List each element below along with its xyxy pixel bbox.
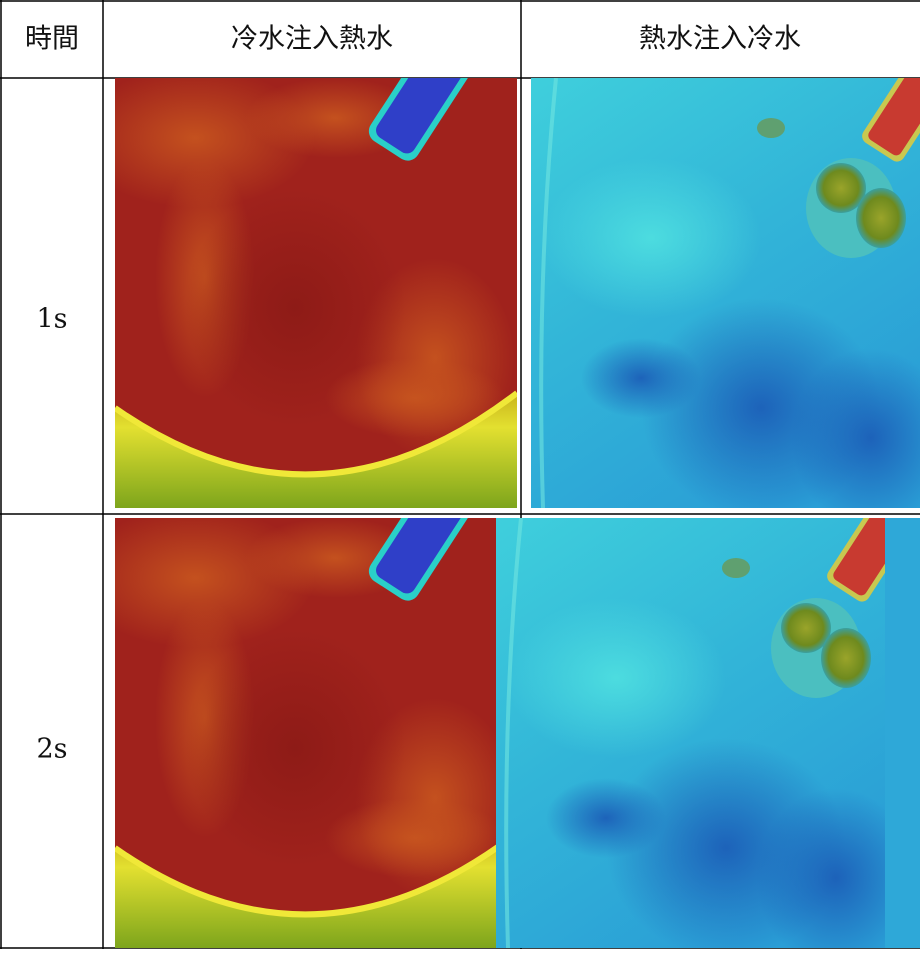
header-cell: 熱水注入冷水 [639,24,801,55]
thermal-image [75,17,517,508]
thermal-image [496,469,920,949]
thermal-image [75,457,517,948]
time-cell: 2s [36,734,67,765]
header-cell: 冷水注入熱水 [231,24,393,55]
header-cell: 時間 [25,24,79,55]
thermal-image [531,29,920,528]
time-cell: 1s [36,304,67,335]
table: 時間 冷水注入熱水 熱水注入冷水 1s 2s [0,0,920,949]
page: 時間 冷水注入熱水 熱水注入冷水 1s 2s (() => { const da… [0,0,920,949]
